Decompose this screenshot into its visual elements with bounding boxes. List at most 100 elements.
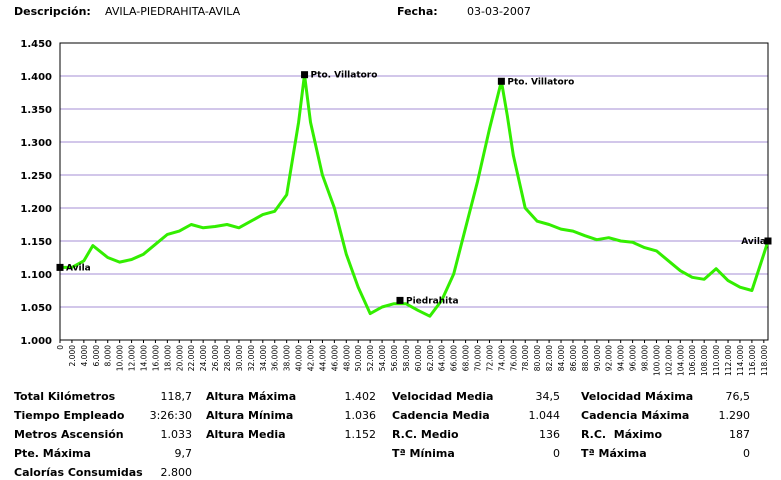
date: 03-03-2007 bbox=[467, 5, 531, 18]
x-tick-label: 56.000 bbox=[390, 345, 399, 371]
annotation-marker bbox=[301, 71, 309, 79]
x-tick-label: 82.000 bbox=[545, 345, 554, 371]
y-tick-label: 1.350 bbox=[20, 105, 52, 116]
desc-label: Descripción: bbox=[14, 5, 91, 18]
x-tick-label: 18.000 bbox=[163, 345, 172, 371]
x-tick-label: 58.000 bbox=[402, 345, 411, 371]
annotation-label: Avila bbox=[66, 263, 91, 273]
x-tick-label: 38.000 bbox=[283, 345, 292, 371]
x-tick-label: 72.000 bbox=[485, 345, 494, 371]
x-tick-label: 2.000 bbox=[68, 345, 77, 367]
x-tick-label: 68.000 bbox=[462, 345, 471, 371]
x-tick-label: 104.000 bbox=[676, 345, 685, 376]
x-tick-label: 24.000 bbox=[199, 345, 208, 371]
x-tick-label: 30.000 bbox=[235, 345, 244, 371]
x-tick-label: 116.000 bbox=[748, 345, 757, 376]
x-tick-label: 26.000 bbox=[211, 345, 220, 371]
x-tick-label: 66.000 bbox=[450, 345, 459, 371]
stat-label: Velocidad Máxima bbox=[581, 390, 694, 403]
x-tick-label: 0 bbox=[56, 345, 65, 350]
x-tick-label: 14.000 bbox=[140, 345, 149, 371]
x-tick-label: 4.000 bbox=[80, 345, 89, 367]
stat-value: 2.800 bbox=[160, 466, 193, 479]
chart: 1.000 1.050 1.100 1.150 1.200 1.250 1.300 1.350… bbox=[20, 39, 772, 376]
x-tick-label: 52.000 bbox=[366, 345, 375, 371]
stat-label: R.C. Máximo bbox=[581, 428, 663, 441]
x-tick-label: 70.000 bbox=[474, 345, 483, 371]
x-tick-label: 108.000 bbox=[700, 345, 709, 376]
y-tick-label: 1.450 bbox=[20, 39, 52, 50]
x-tick-label: 12.000 bbox=[128, 345, 137, 371]
x-tick-label: 20.000 bbox=[175, 345, 184, 371]
stat-value: 0 bbox=[743, 447, 750, 460]
stat-label: Metros Ascensión bbox=[14, 428, 124, 441]
x-tick-label: 6.000 bbox=[92, 345, 101, 367]
stat-label: R.C. Medio bbox=[392, 428, 459, 441]
x-tick-label: 98.000 bbox=[641, 345, 650, 371]
stat-value: 1.402 bbox=[344, 390, 377, 403]
x-tick-label: 118.000 bbox=[760, 345, 769, 376]
x-tick-label: 80.000 bbox=[533, 345, 542, 371]
x-tick-label: 36.000 bbox=[271, 345, 280, 371]
stat-label: Total Kilómetros bbox=[14, 390, 116, 403]
stat-label: Pte. Máxima bbox=[14, 447, 91, 460]
stat-value: 1.033 bbox=[160, 428, 193, 441]
stat-label: Altura Media bbox=[206, 428, 286, 441]
x-tick-label: 112.000 bbox=[724, 345, 733, 376]
y-tick-label: 1.050 bbox=[20, 303, 52, 314]
stat-value: 187 bbox=[729, 428, 750, 441]
x-tick-label: 74.000 bbox=[497, 345, 506, 371]
y-tick-label: 1.150 bbox=[20, 237, 52, 248]
stat-label: Tª Máxima bbox=[581, 447, 647, 460]
x-tick-label: 34.000 bbox=[259, 345, 268, 371]
x-tick-label: 94.000 bbox=[617, 345, 626, 371]
stat-value: 34,5 bbox=[535, 390, 561, 403]
x-tick-label: 64.000 bbox=[438, 345, 447, 371]
stat-label: Tª Mínima bbox=[392, 447, 455, 460]
x-tick-label: 86.000 bbox=[569, 345, 578, 371]
x-tick-label: 102.000 bbox=[664, 345, 673, 376]
y-tick-label: 1.400 bbox=[20, 72, 52, 83]
stat-value: 76,5 bbox=[725, 390, 751, 403]
stat-value: 1.044 bbox=[528, 409, 561, 422]
x-tick-label: 78.000 bbox=[521, 345, 530, 371]
x-tick-label: 10.000 bbox=[116, 345, 125, 371]
x-tick-label: 92.000 bbox=[605, 345, 614, 371]
x-tick-label: 62.000 bbox=[426, 345, 435, 371]
x-tick-label: 46.000 bbox=[330, 345, 339, 371]
x-tick-label: 106.000 bbox=[688, 345, 697, 376]
y-tick-label: 1.200 bbox=[20, 204, 52, 215]
stat-label: Altura Máxima bbox=[206, 390, 297, 403]
annotation-label: Pto. Villatoro bbox=[311, 71, 378, 81]
stat-label: Altura Mínima bbox=[206, 409, 294, 422]
annotation-label: Avila bbox=[741, 237, 766, 247]
x-tick-label: 96.000 bbox=[629, 345, 638, 371]
x-tick-label: 28.000 bbox=[223, 345, 232, 371]
y-tick-label: 1.100 bbox=[20, 270, 52, 281]
stat-label: Cadencia Máxima bbox=[581, 409, 690, 422]
plot-frame bbox=[59, 42, 769, 341]
stat-label: Cadencia Media bbox=[392, 409, 490, 422]
x-tick-label: 114.000 bbox=[736, 345, 745, 376]
x-tick-label: 54.000 bbox=[378, 345, 387, 371]
stat-value: 118,7 bbox=[160, 390, 193, 403]
profile-line bbox=[60, 73, 770, 318]
annotation-marker bbox=[56, 263, 64, 271]
stat-value: 0 bbox=[553, 447, 560, 460]
stat-value: 136 bbox=[539, 428, 560, 441]
stat-value: 9,7 bbox=[174, 447, 193, 460]
date-label: Fecha: bbox=[397, 5, 438, 18]
x-tick-label: 88.000 bbox=[581, 345, 590, 371]
x-tick-label: 50.000 bbox=[354, 345, 363, 371]
stat-value: 3:26:30 bbox=[149, 409, 192, 422]
annotation-label: Pto. Villatoro bbox=[507, 77, 574, 87]
y-tick-label: 1.300 bbox=[20, 138, 52, 149]
x-tick-label: 48.000 bbox=[342, 345, 351, 371]
x-tick-label: 40.000 bbox=[295, 345, 304, 371]
x-tick-label: 32.000 bbox=[247, 345, 256, 371]
desc: AVILA-PIEDRAHITA-AVILA bbox=[105, 5, 241, 18]
stat-label: Velocidad Media bbox=[392, 390, 494, 403]
stat-value: 1.290 bbox=[718, 409, 751, 422]
x-tick-label: 22.000 bbox=[187, 345, 196, 371]
